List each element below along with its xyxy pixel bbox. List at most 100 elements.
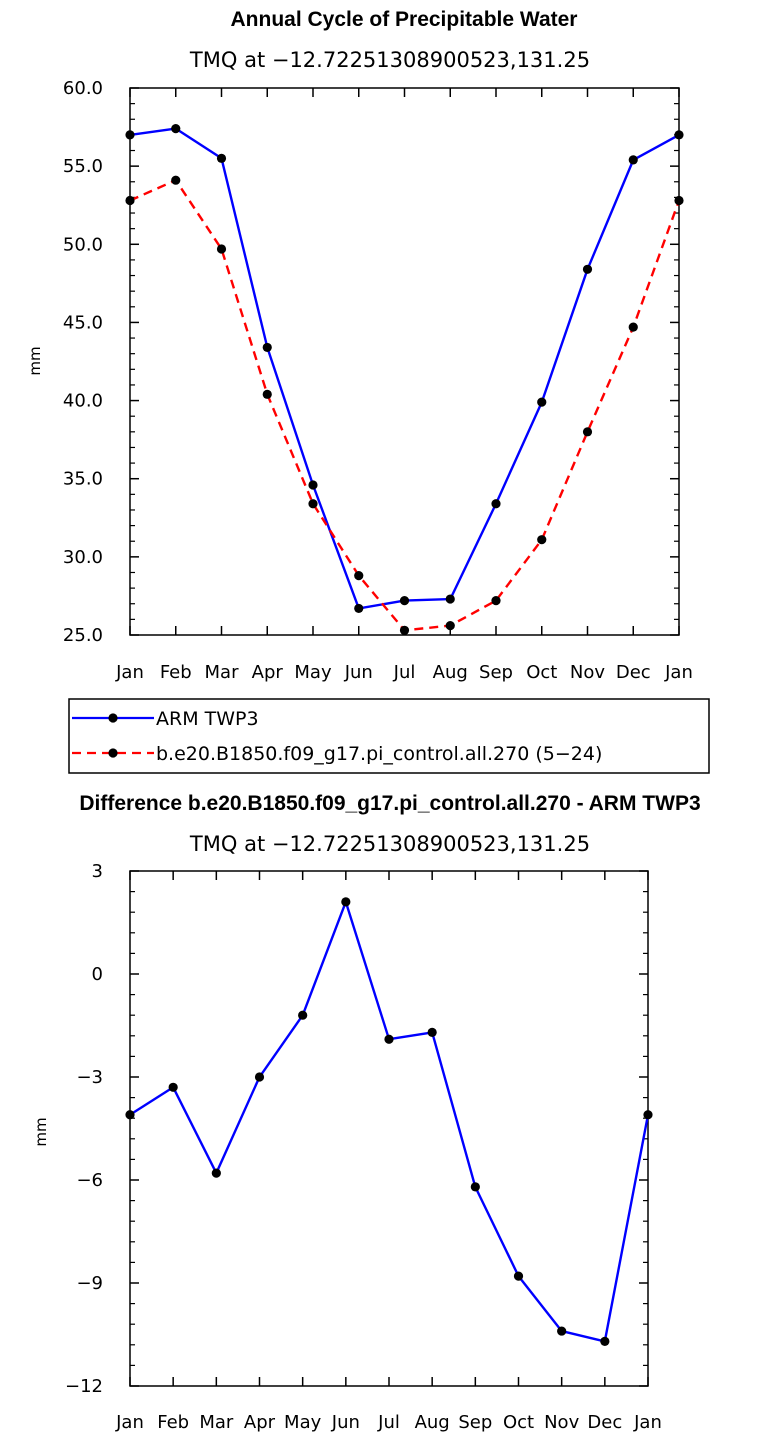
legend-entry-model: b.e20.B1850.f09_g17.pi_control.all.270 (…: [72, 743, 602, 765]
data-point: [262, 389, 272, 399]
x-axis-ticks: Jan Feb Mar Apr May Jun Jul Aug Sep Oct Nov Dec Jan: [115, 871, 662, 1433]
x-tick-label: Jul: [393, 662, 416, 683]
x-tick-label: Dec: [587, 1412, 622, 1433]
data-point: [537, 535, 547, 545]
chart-title: Annual Cycle of Precipitable Water: [231, 8, 578, 31]
data-point: [399, 625, 410, 635]
chart-subtitle: TMQ at −12.72251308900523,131.25: [189, 48, 590, 72]
legend-entry-arm: ARM TWP3: [72, 708, 259, 730]
data-point: [168, 1082, 178, 1092]
data-point: [427, 1027, 437, 1037]
x-tick-label: Jun: [344, 662, 373, 683]
x-tick-label: Apr: [244, 1412, 276, 1433]
y-tick-label: −6: [76, 1170, 103, 1191]
series-line: [129, 900, 650, 1343]
y-tick-label: 60.0: [63, 78, 103, 99]
data-point: [384, 1034, 394, 1044]
y-tick-label: 55.0: [63, 156, 103, 177]
x-tick-label: Jan: [115, 662, 144, 683]
data-point: [582, 427, 593, 437]
chart-title: Difference b.e20.B1850.f09_g17.pi_contro…: [79, 792, 700, 815]
data-point: [445, 594, 455, 604]
legend-box: [68, 698, 710, 774]
data-point: [125, 1110, 135, 1120]
y-tick-label: 0: [92, 964, 103, 985]
x-tick-label: Nov: [544, 1412, 579, 1433]
data-point: [308, 499, 318, 509]
data-point: [354, 571, 364, 581]
data-point: [211, 1168, 221, 1178]
series-1: [125, 897, 653, 1346]
y-tick-label: 50.0: [63, 234, 103, 255]
data-point: [491, 596, 501, 606]
x-tick-label: Jan: [633, 1412, 662, 1433]
y-tick-label: −12: [65, 1376, 103, 1397]
y-tick-label: −9: [76, 1273, 103, 1294]
data-point: [470, 1182, 480, 1192]
data-point: [628, 322, 638, 332]
data-point: [171, 124, 181, 134]
data-point: [628, 155, 638, 165]
y-axis-ticks: −12 −9 −6 −3 0 3: [65, 861, 648, 1397]
data-point: [513, 1271, 524, 1281]
y-axis-ticks: 25.0 30.0 35.0 40.0 45.0 50.0 55.0 60.0: [63, 78, 679, 646]
x-axis-ticks: Jan Feb Mar Apr May Jun Jul Aug Sep Oct Nov Dec Jan: [115, 88, 693, 683]
x-tick-label: Sep: [458, 1412, 492, 1433]
data-point: [643, 1110, 653, 1120]
x-tick-label: Jan: [115, 1412, 144, 1433]
legend-swatch-marker: [108, 748, 118, 758]
x-tick-label: Oct: [503, 1412, 534, 1433]
data-point: [582, 264, 593, 274]
data-point: [600, 1336, 610, 1346]
data-point: [491, 499, 501, 509]
data-point: [399, 596, 410, 606]
data-point: [354, 603, 364, 614]
x-tick-label: Feb: [160, 662, 192, 683]
y-axis-label: mm: [32, 1117, 50, 1146]
x-tick-label: May: [284, 1412, 322, 1433]
data-point: [674, 130, 684, 140]
legend-label: ARM TWP3: [156, 708, 259, 730]
difference-chart: Difference b.e20.B1850.f09_g17.pi_contro…: [32, 792, 701, 1433]
data-point: [341, 897, 351, 907]
x-tick-label: Aug: [433, 662, 468, 683]
y-axis-label: mm: [26, 346, 44, 375]
y-tick-label: 3: [92, 861, 103, 882]
data-point: [298, 1010, 308, 1020]
legend-swatch-marker: [108, 713, 118, 723]
series-1: [125, 124, 684, 614]
x-tick-label: Mar: [199, 1412, 234, 1433]
y-tick-label: 35.0: [63, 469, 103, 490]
data-point: [171, 175, 181, 185]
y-tick-label: 25.0: [63, 625, 103, 646]
series-layer: [125, 124, 684, 635]
x-tick-label: Apr: [252, 662, 284, 683]
x-tick-label: Dec: [616, 662, 651, 683]
data-point: [674, 195, 684, 206]
x-tick-label: Jan: [664, 662, 693, 683]
legend-label: b.e20.B1850.f09_g17.pi_control.all.270 (…: [156, 743, 602, 765]
plot-frame: [129, 870, 649, 1387]
data-point: [308, 480, 318, 490]
data-point: [557, 1326, 567, 1336]
x-tick-label: Sep: [479, 662, 513, 683]
x-tick-label: May: [294, 662, 332, 683]
x-tick-label: Jul: [377, 1412, 400, 1433]
x-tick-label: Feb: [157, 1412, 189, 1433]
y-tick-label: 30.0: [63, 547, 103, 568]
chart-subtitle: TMQ at −12.72251308900523,131.25: [189, 832, 590, 856]
x-tick-label: Aug: [415, 1412, 450, 1433]
series-line: [129, 127, 680, 610]
data-point: [125, 195, 135, 206]
data-point: [216, 153, 227, 163]
x-tick-label: Oct: [526, 662, 557, 683]
x-tick-label: Nov: [570, 662, 605, 683]
data-point: [537, 397, 547, 407]
x-tick-label: Jun: [331, 1412, 360, 1433]
annual-cycle-chart: Annual Cycle of Precipitable Water TMQ a…: [26, 8, 693, 683]
data-point: [125, 130, 135, 140]
data-point: [254, 1072, 265, 1082]
series-layer: [125, 897, 653, 1346]
data-point: [262, 342, 272, 353]
